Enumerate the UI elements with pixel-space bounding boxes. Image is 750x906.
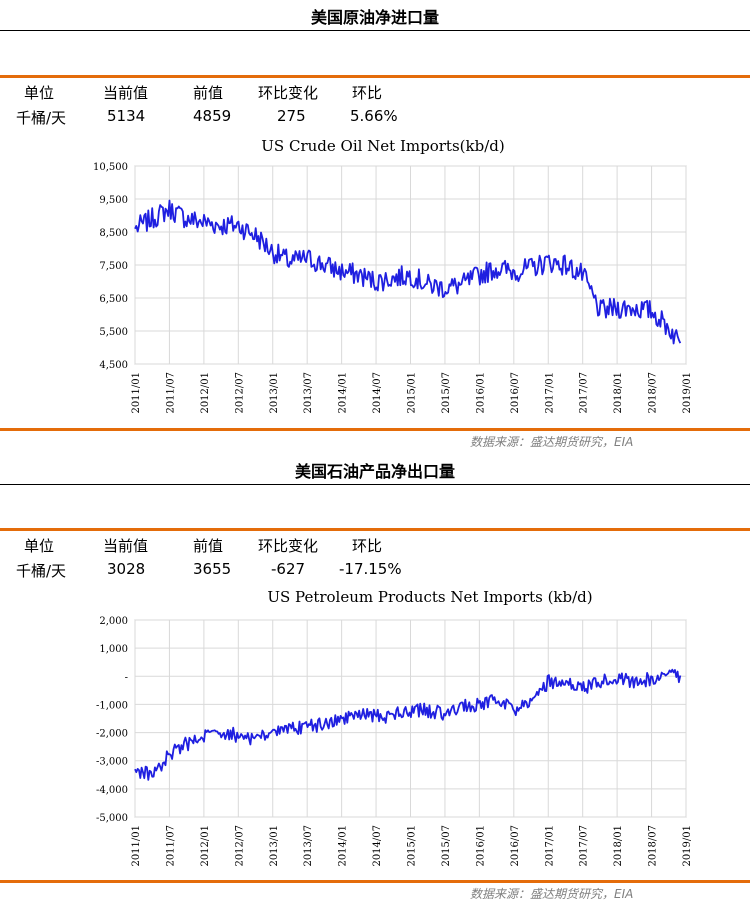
x-tick-label: 2019/01 xyxy=(682,372,693,414)
products-bottom-orange-rule xyxy=(0,880,750,883)
x-tick-label: 2011/07 xyxy=(165,825,176,867)
crude-label-unit: 单位 xyxy=(24,84,55,102)
x-tick-label: 2014/01 xyxy=(338,825,349,867)
y-tick-label: -5,000 xyxy=(96,813,128,824)
products-value-previous: 3655 xyxy=(193,560,232,578)
products-label-pct: 环比 xyxy=(352,537,383,555)
crude-value-unit: 千桶/天 xyxy=(16,109,67,127)
x-tick-label: 2013/07 xyxy=(303,372,314,414)
crude-bottom-orange-rule xyxy=(0,428,750,431)
products-value-change: -627 xyxy=(271,560,306,578)
x-tick-label: 2019/01 xyxy=(682,825,693,867)
products-value-pct: -17.15% xyxy=(339,560,402,578)
x-tick-label: 2015/07 xyxy=(441,372,452,414)
series-line xyxy=(134,668,682,781)
x-tick-label: 2012/07 xyxy=(234,372,245,414)
x-tick-label: 2011/07 xyxy=(165,372,176,414)
x-tick-label: 2017/07 xyxy=(579,825,590,867)
y-tick-label: -2,000 xyxy=(96,729,128,740)
x-tick-label: 2014/07 xyxy=(372,825,383,867)
y-tick-label: -4,000 xyxy=(96,785,128,796)
products-source-note: 数据来源：盛达期货研究，EIA xyxy=(470,887,634,901)
series-line xyxy=(134,199,682,345)
x-tick-label: 2015/01 xyxy=(407,372,418,414)
x-tick-label: 2018/01 xyxy=(613,825,624,867)
y-tick-label: 1,000 xyxy=(99,644,128,655)
x-tick-label: 2011/01 xyxy=(131,825,142,867)
products-label-previous: 前值 xyxy=(193,537,224,555)
products-label-unit: 单位 xyxy=(24,537,55,555)
products-section-title: 美国石油产品净出口量 xyxy=(294,462,455,481)
y-tick-label: -1,000 xyxy=(96,700,128,711)
x-tick-label: 2012/01 xyxy=(200,825,211,867)
crude-label-change: 环比变化 xyxy=(258,84,319,102)
y-tick-label: 7,500 xyxy=(99,261,128,272)
crude-label-previous: 前值 xyxy=(193,84,224,102)
crude-value-previous: 4859 xyxy=(193,107,232,125)
x-tick-label: 2014/01 xyxy=(338,372,349,414)
chart-title: US Crude Oil Net Imports(kb/d) xyxy=(261,137,504,155)
x-tick-label: 2016/01 xyxy=(475,825,486,867)
crude-section-title: 美国原油净进口量 xyxy=(310,8,439,27)
crude-source-note: 数据来源：盛达期货研究，EIA xyxy=(470,435,634,449)
crude-top-orange-rule xyxy=(0,75,750,78)
products-value-current: 3028 xyxy=(107,560,146,578)
y-tick-label: 8,500 xyxy=(99,228,128,239)
x-tick-label: 2013/01 xyxy=(269,372,280,414)
x-tick-label: 2012/01 xyxy=(200,372,211,414)
crude-value-current: 5134 xyxy=(107,107,146,125)
x-tick-label: 2017/01 xyxy=(544,372,555,414)
x-tick-label: 2018/01 xyxy=(613,372,624,414)
crude-value-pct: 5.66% xyxy=(350,107,398,125)
products-title-rule xyxy=(0,484,750,485)
x-tick-label: 2013/07 xyxy=(303,825,314,867)
x-tick-label: 2016/07 xyxy=(510,372,521,414)
y-tick-label: 9,500 xyxy=(99,195,128,206)
y-tick-label: 6,500 xyxy=(99,294,128,305)
y-tick-label: 2,000 xyxy=(99,616,128,627)
x-tick-label: 2016/01 xyxy=(475,372,486,414)
x-tick-label: 2012/07 xyxy=(234,825,245,867)
chart-title: US Petroleum Products Net Imports (kb/d) xyxy=(267,588,592,606)
x-tick-label: 2015/01 xyxy=(407,825,418,867)
products-net-imports-chart: US Petroleum Products Net Imports (kb/d)… xyxy=(96,588,693,867)
x-tick-label: 2011/01 xyxy=(131,372,142,414)
x-tick-label: 2015/07 xyxy=(441,825,452,867)
products-top-orange-rule xyxy=(0,528,750,531)
crude-label-current: 当前值 xyxy=(103,84,149,102)
crude-value-change: 275 xyxy=(277,107,306,125)
products-label-current: 当前值 xyxy=(103,537,149,555)
x-tick-label: 2016/07 xyxy=(510,825,521,867)
x-tick-label: 2018/07 xyxy=(648,372,659,414)
crude-net-imports-chart: US Crude Oil Net Imports(kb/d) 4,500 5,500… xyxy=(93,137,693,414)
products-label-change: 环比变化 xyxy=(258,537,319,555)
x-tick-label: 2013/01 xyxy=(269,825,280,867)
x-tick-label: 2014/07 xyxy=(372,372,383,414)
y-tick-label: - xyxy=(125,672,128,683)
y-tick-label: 5,500 xyxy=(99,327,128,338)
crude-label-pct: 环比 xyxy=(352,84,383,102)
y-tick-label: 4,500 xyxy=(99,360,128,371)
x-tick-label: 2017/01 xyxy=(544,825,555,867)
crude-title-rule xyxy=(0,30,750,31)
x-tick-label: 2018/07 xyxy=(648,825,659,867)
products-value-unit: 千桶/天 xyxy=(16,562,67,580)
y-tick-label: 10,500 xyxy=(93,162,128,173)
y-tick-label: -3,000 xyxy=(96,757,128,768)
x-tick-label: 2017/07 xyxy=(579,372,590,414)
